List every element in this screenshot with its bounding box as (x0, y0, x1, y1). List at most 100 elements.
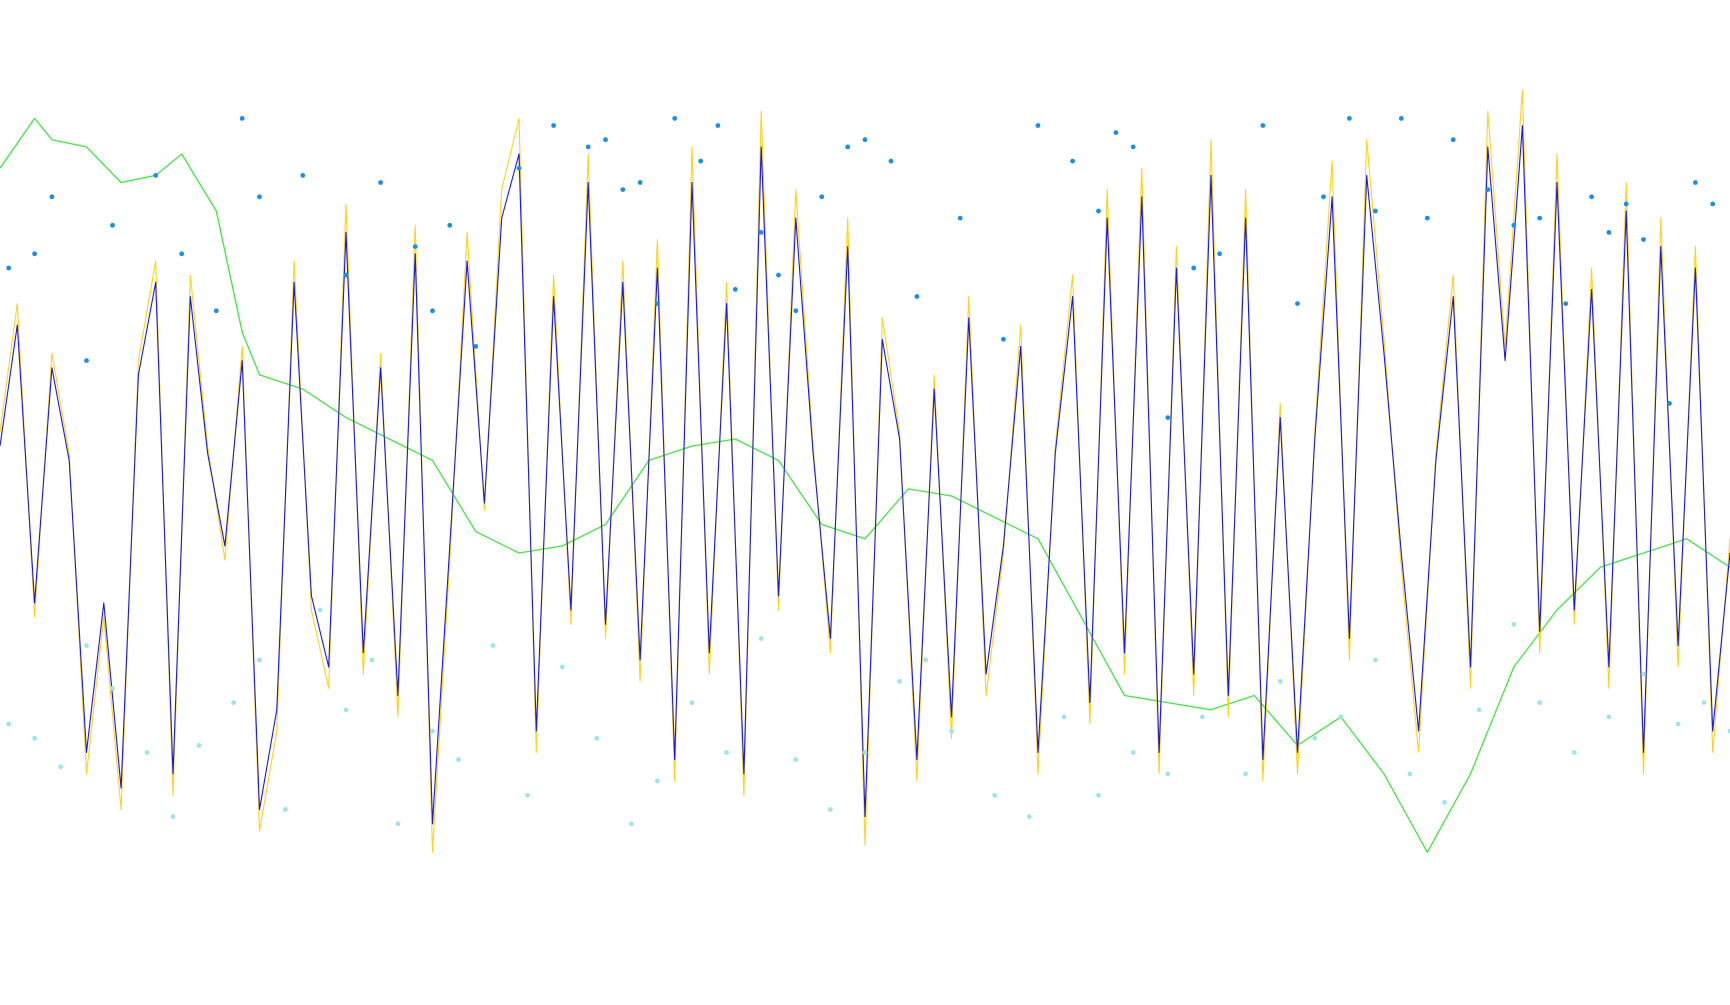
trough-marker (430, 728, 435, 734)
peak-marker (213, 308, 219, 314)
peak-marker (1321, 194, 1326, 200)
peak-marker (1165, 415, 1171, 420)
trough-markers-group (6, 607, 1730, 827)
peak-marker (1511, 222, 1517, 228)
peak-marker (620, 187, 626, 193)
peak-marker (776, 272, 781, 278)
peak-marker (603, 137, 608, 143)
peak-marker (257, 194, 262, 200)
peak-marker (637, 180, 643, 185)
trough-marker (758, 636, 764, 641)
peak-marker (819, 194, 825, 200)
peak-marker (732, 287, 738, 292)
peak-marker (655, 301, 660, 306)
peak-marker (447, 222, 453, 228)
trough-marker (1130, 750, 1136, 755)
peak-marker (6, 265, 12, 271)
trough-marker (343, 707, 349, 713)
peak-marker (1217, 251, 1222, 257)
peak-marker (32, 251, 37, 257)
trough-marker (257, 657, 262, 663)
peak-marker (1398, 116, 1404, 121)
peak-marker (1537, 215, 1543, 221)
trough-marker (1277, 678, 1283, 684)
trough-marker (1165, 771, 1171, 777)
peak-marker (1485, 187, 1491, 193)
peak-marker (957, 215, 963, 221)
trough-marker (689, 700, 695, 705)
trough-marker (1442, 800, 1447, 805)
peak-markers-group (6, 116, 1716, 420)
peak-marker (1191, 265, 1197, 271)
trough-marker (1026, 814, 1032, 819)
trough-marker (992, 792, 998, 798)
peak-marker (110, 222, 115, 228)
trough-marker (1511, 621, 1517, 627)
trough-marker (231, 700, 237, 705)
peak-marker (1373, 208, 1378, 214)
trough-marker (1571, 750, 1577, 755)
trough-marker (110, 686, 115, 691)
peak-marker (1295, 301, 1300, 306)
peak-marker (1606, 230, 1612, 235)
peak-marker (1035, 123, 1041, 128)
trough-marker (923, 657, 928, 663)
peak-marker (1001, 336, 1006, 342)
trough-marker (949, 728, 954, 734)
trough-marker (594, 735, 600, 741)
trough-marker (170, 814, 176, 819)
peak-marker (914, 294, 920, 299)
trough-marker (897, 678, 902, 684)
peak-marker (1641, 237, 1646, 242)
trough-marker (6, 721, 12, 727)
trough-marker (655, 778, 660, 784)
peak-marker (84, 358, 89, 363)
peak-marker (1130, 144, 1136, 150)
trough-marker (395, 821, 401, 827)
trough-marker (862, 750, 868, 755)
trough-marker (793, 757, 799, 762)
peak-marker (343, 272, 349, 278)
peak-marker (585, 144, 591, 150)
peak-marker (179, 251, 185, 257)
trough-marker (317, 607, 323, 613)
trough-marker (1312, 735, 1318, 741)
trough-marker (144, 750, 150, 755)
trough-marker (1606, 714, 1612, 720)
peak-marker (1260, 123, 1266, 128)
peak-marker (412, 244, 418, 250)
trough-marker (629, 821, 634, 827)
trough-marker (559, 664, 565, 670)
peak-marker (300, 173, 306, 178)
peak-marker (845, 144, 851, 150)
trend-series-group (0, 117, 1730, 853)
peak-marker (153, 173, 159, 178)
trough-marker (525, 792, 530, 798)
trough-marker (490, 643, 496, 648)
trend-line (0, 117, 1730, 853)
peak-marker (551, 123, 556, 128)
peak-marker (1070, 158, 1075, 164)
trough-marker (32, 735, 37, 741)
trough-marker (84, 643, 89, 648)
peak-marker (862, 137, 868, 143)
trough-marker (196, 743, 202, 748)
peak-marker (698, 158, 704, 164)
peak-marker (1710, 201, 1716, 207)
peak-marker (516, 165, 522, 171)
trough-marker (1641, 671, 1646, 677)
peak-marker (1424, 215, 1430, 221)
peak-marker (49, 194, 55, 200)
peak-marker (1450, 137, 1456, 143)
trough-marker (1096, 792, 1101, 798)
peak-marker (1096, 208, 1101, 214)
trough-marker (1476, 707, 1482, 713)
peak-marker (888, 158, 894, 164)
trough-marker (1199, 714, 1205, 720)
peak-marker (1623, 201, 1629, 207)
peak-marker (1347, 116, 1352, 121)
trough-marker (58, 764, 63, 770)
